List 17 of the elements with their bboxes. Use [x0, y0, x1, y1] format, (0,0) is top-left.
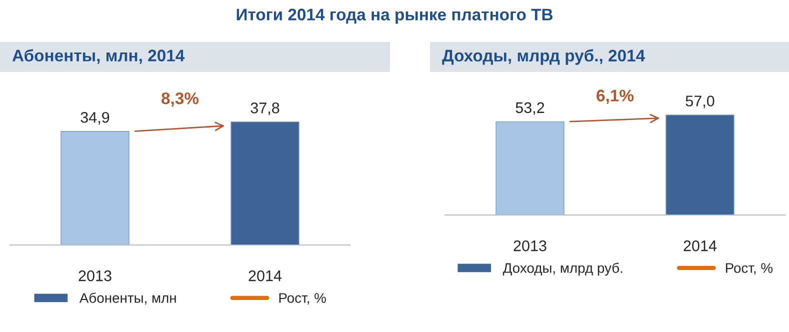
text: 6,1% — [596, 90, 634, 104]
x-tick-label: 2014 — [248, 270, 282, 282]
chart-subtitle: Доходы, млрд руб., 2014 — [442, 49, 646, 65]
text: Итоги 2014 года на рынке платного ТВ — [236, 8, 553, 24]
legend-label: Абоненты, млн — [79, 292, 176, 305]
chart-subtitle: Абоненты, млн, 2014 — [12, 49, 185, 64]
data-label: 37,8 — [250, 102, 280, 116]
data-label: 53,2 — [516, 102, 544, 115]
x-tick-label: 2014 — [684, 240, 717, 252]
legend-label: Рост, % — [279, 293, 326, 305]
legend-label: Рост, % — [726, 263, 773, 275]
legend-label: Доходы, млрд руб. — [502, 262, 622, 276]
data-label: 34,9 — [80, 112, 110, 125]
text: 8,3% — [162, 92, 199, 107]
x-tick-label: 2013 — [514, 240, 546, 252]
x-tick-label: 2013 — [78, 270, 112, 282]
data-label: 57,0 — [686, 96, 714, 108]
